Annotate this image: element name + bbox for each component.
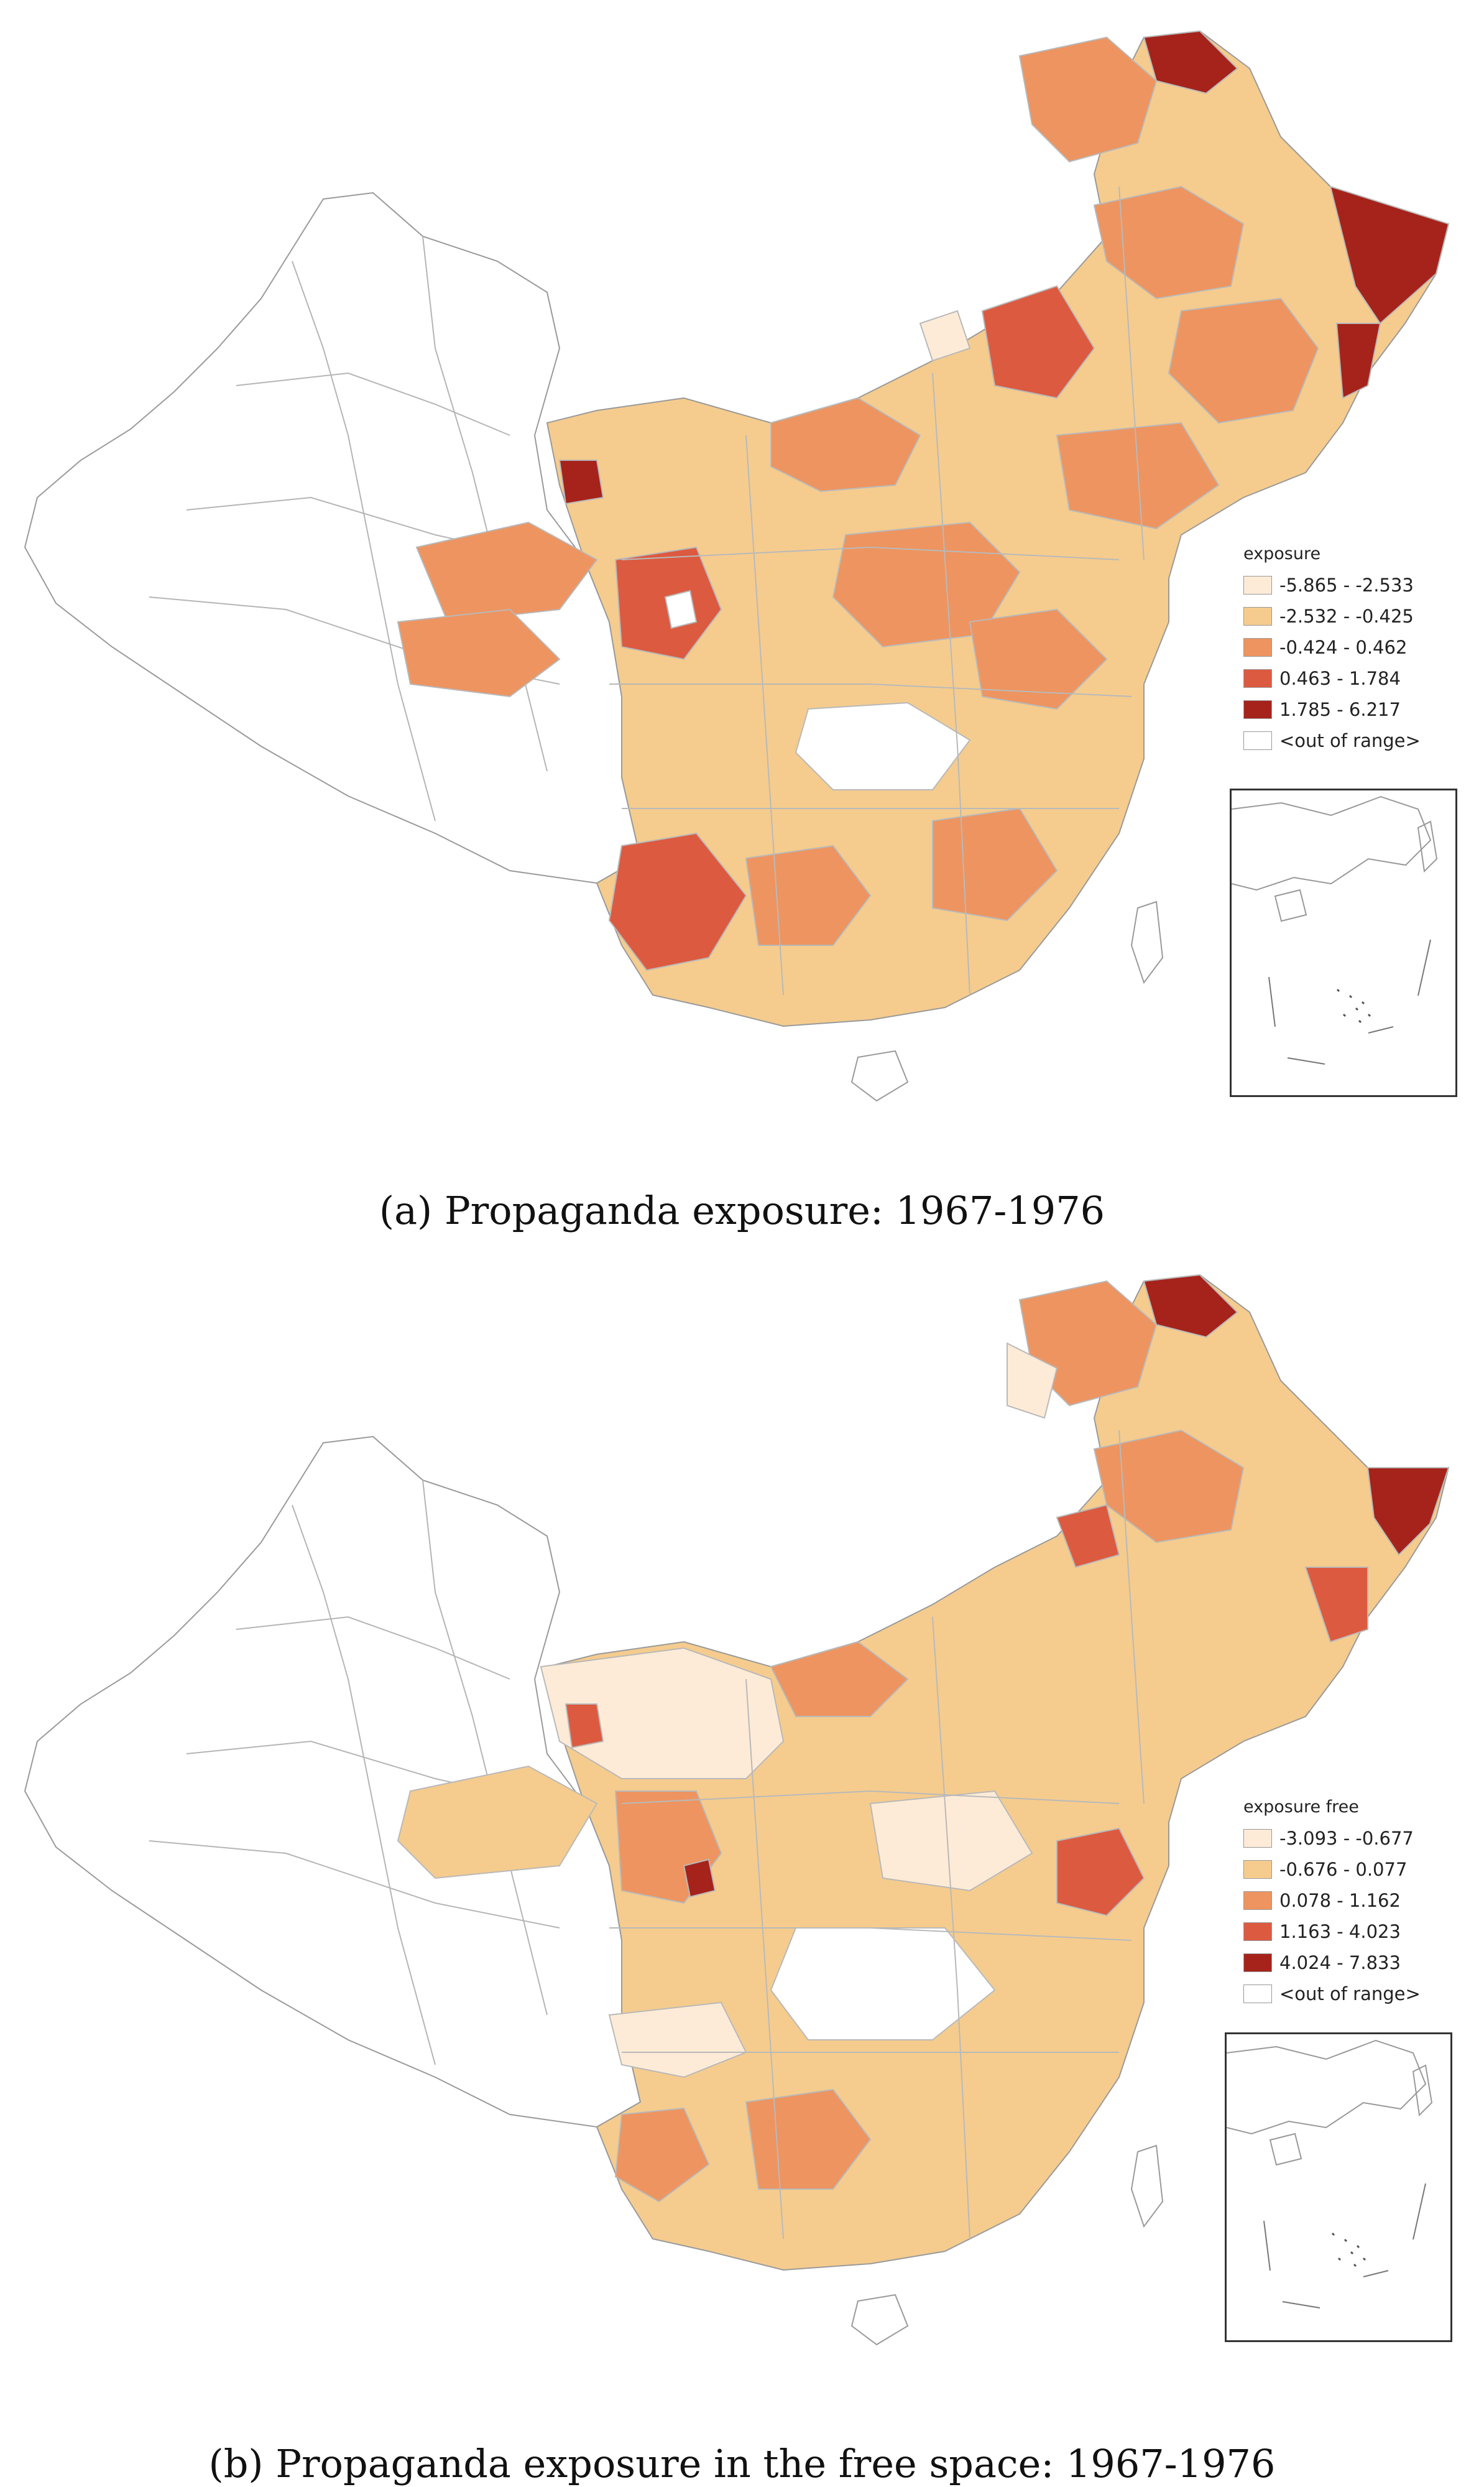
map-panel-b: exposure free -3.093 - -0.677 -0.676 - 0… [0, 1244, 1484, 2487]
legend-b: exposure free -3.093 - -0.677 -0.676 - 0… [1243, 1797, 1430, 2009]
legend-item: -5.865 - -2.533 [1243, 570, 1430, 601]
legend-swatch [1243, 731, 1272, 750]
legend-swatch [1243, 607, 1272, 626]
legend-label: 0.463 - 1.784 [1279, 668, 1401, 689]
legend-item: -2.532 - -0.425 [1243, 601, 1430, 632]
legend-swatch [1243, 1860, 1272, 1879]
legend-item: -0.424 - 0.462 [1243, 632, 1430, 663]
inset-map-a [1231, 795, 1438, 1065]
legend-item: <out of range> [1243, 1978, 1430, 2009]
china-map-a [24, 30, 1450, 1102]
china-map-b [24, 1274, 1450, 2346]
legend-label: -0.676 - 0.077 [1279, 1859, 1408, 1880]
legend-item: 4.024 - 7.833 [1243, 1947, 1430, 1978]
taiwan-island [1130, 2144, 1164, 2228]
south-china-sea-inset-b [1225, 2032, 1452, 2342]
taiwan-island [1130, 901, 1164, 984]
legend-swatch [1243, 1829, 1272, 1848]
legend-label: 0.078 - 1.162 [1279, 1890, 1401, 1911]
legend-swatch [1243, 1922, 1272, 1941]
caption-b: (b) Propaganda exposure in the free spac… [208, 2441, 1276, 2486]
hainan-island [850, 1050, 909, 1102]
legend-item: <out of range> [1243, 725, 1430, 756]
legend-label: -3.093 - -0.677 [1279, 1828, 1414, 1849]
legend-item: 1.163 - 4.023 [1243, 1916, 1430, 1947]
legend-swatch [1243, 1985, 1272, 2003]
legend-label: -0.424 - 0.462 [1279, 637, 1408, 658]
legend-label: 4.024 - 7.833 [1279, 1952, 1401, 1973]
legend-label: -5.865 - -2.533 [1279, 575, 1414, 596]
map-panel-a: exposure -5.865 - -2.533 -2.532 - -0.425… [24, 30, 1457, 1233]
inset-map-b [1226, 2039, 1433, 2309]
legend-swatch [1243, 576, 1272, 595]
legend-label: <out of range> [1279, 1983, 1421, 2004]
west-region-out-of-range [24, 1435, 642, 2128]
legend-title: exposure [1243, 544, 1321, 563]
legend-title: exposure free [1243, 1797, 1359, 1817]
legend-swatch [1243, 700, 1272, 719]
legend-item: -3.093 - -0.677 [1243, 1823, 1430, 1854]
legend-swatch [1243, 638, 1272, 657]
legend-swatch [1243, 1891, 1272, 1910]
legend-item: 0.078 - 1.162 [1243, 1885, 1430, 1916]
legend-item: -0.676 - 0.077 [1243, 1854, 1430, 1885]
caption-a: (a) Propaganda exposure: 1967-1976 [379, 1188, 1105, 1233]
hainan-island [850, 2294, 909, 2346]
legend-label: 1.785 - 6.217 [1279, 699, 1401, 720]
legend-swatch [1243, 669, 1272, 688]
legend-swatch [1243, 1953, 1272, 1972]
legend-a: exposure -5.865 - -2.533 -2.532 - -0.425… [1243, 544, 1430, 756]
legend-label: 1.163 - 4.023 [1279, 1921, 1401, 1942]
legend-label: <out of range> [1279, 730, 1421, 751]
legend-label: -2.532 - -0.425 [1279, 606, 1414, 627]
legend-item: 1.785 - 6.217 [1243, 694, 1430, 725]
west-region-out-of-range [24, 192, 642, 884]
legend-item: 0.463 - 1.784 [1243, 663, 1430, 694]
south-china-sea-inset-a [1230, 789, 1457, 1097]
